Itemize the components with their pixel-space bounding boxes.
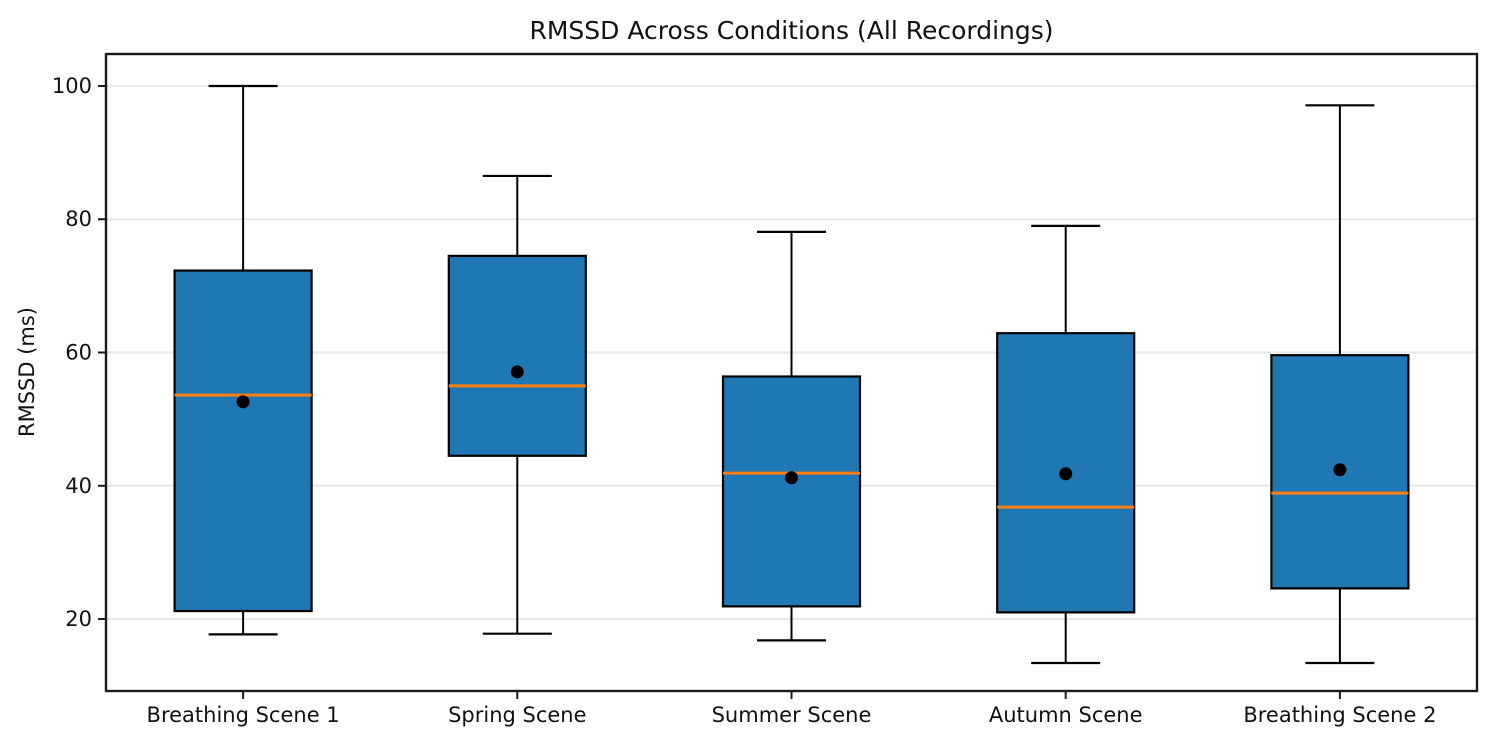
x-tick-label: Summer Scene [712, 703, 872, 727]
y-tick-label: 80 [65, 207, 92, 231]
x-tick-label: Breathing Scene 1 [147, 703, 340, 727]
box-summer-scene [721, 375, 862, 608]
plot-border [104, 52, 1479, 693]
box-breathing-scene-1 [173, 269, 313, 613]
y-tick-label: 60 [65, 341, 92, 365]
x-tick-label: Spring Scene [448, 703, 586, 727]
y-tick-label: 100 [52, 74, 92, 98]
y-tick-label: 20 [65, 607, 92, 631]
x-tick-label: Autumn Scene [989, 703, 1143, 727]
chart-title: RMSSD Across Conditions (All Recordings) [529, 16, 1054, 45]
mean-marker-summer-scene [785, 471, 798, 485]
y-axis-label-text: RMSSD (ms) [15, 307, 39, 437]
x-tick-label: Breathing Scene 2 [1243, 703, 1436, 727]
mean-marker-spring-scene [510, 365, 524, 379]
y-tick-label: 40 [65, 474, 92, 498]
mean-marker-breathing-scene-2 [1333, 463, 1347, 477]
mean-marker-autumn-scene [1059, 467, 1073, 481]
mean-marker-breathing-scene-1 [236, 395, 250, 409]
box-spring-scene [447, 254, 587, 457]
